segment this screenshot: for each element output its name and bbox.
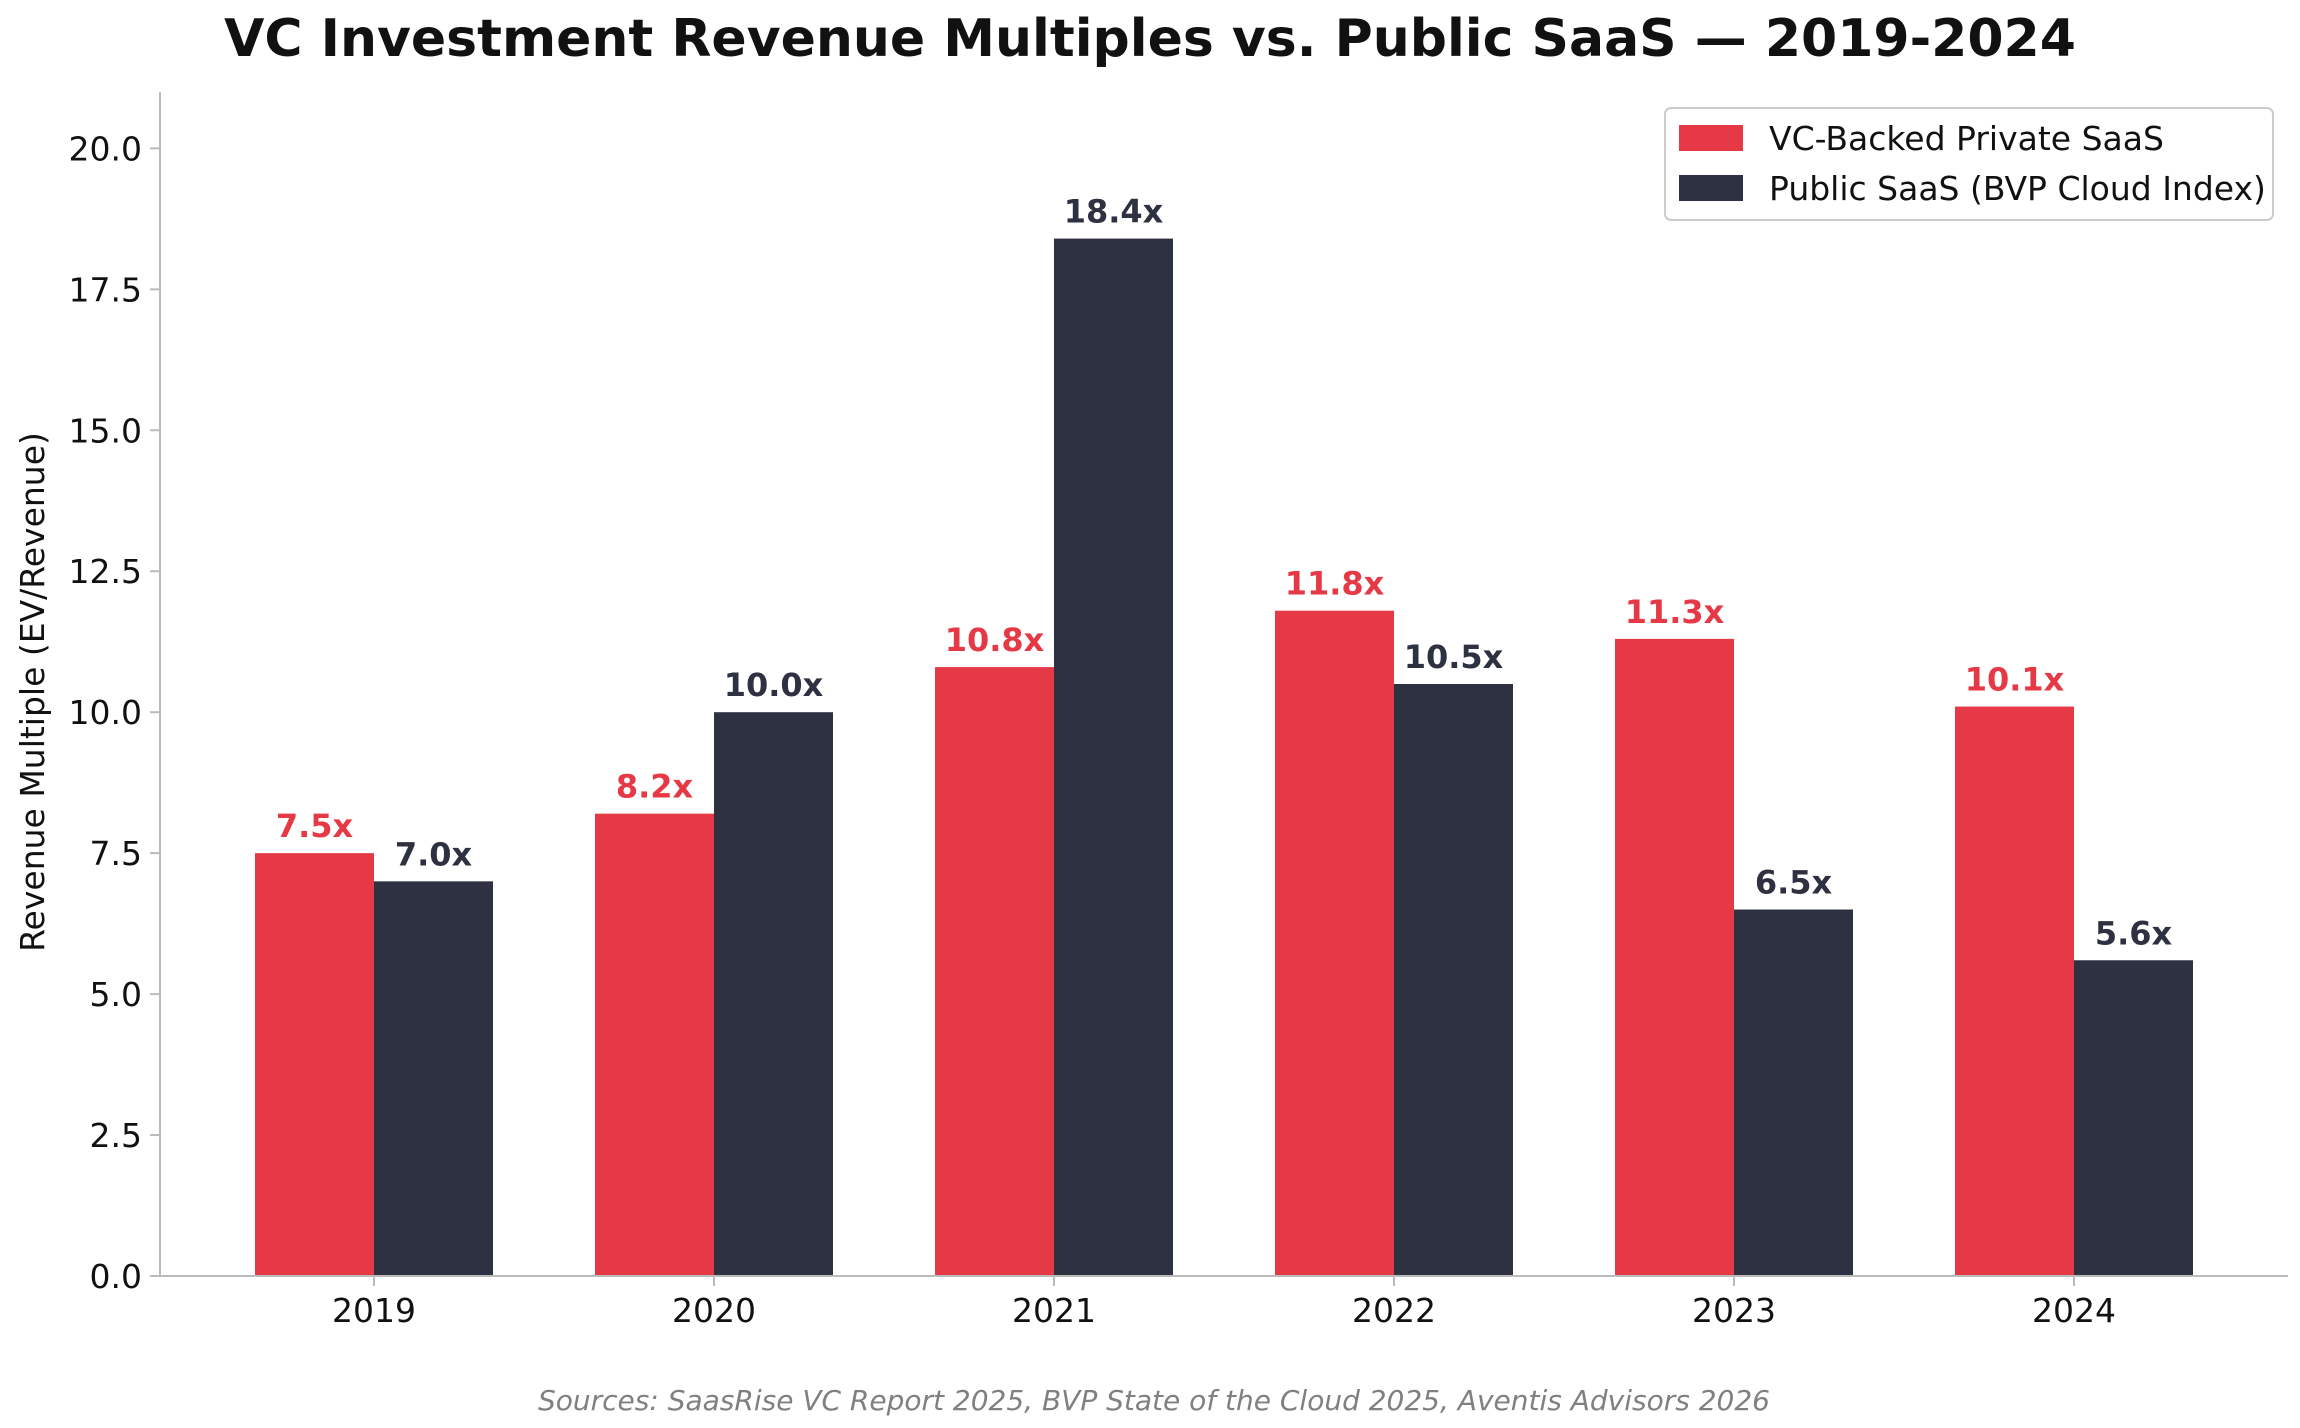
- private-saas-bar-2022: [1275, 610, 1394, 1276]
- private-saas-bar-2024: [1955, 706, 2074, 1276]
- public-saas-value-label-2021: 18.4x: [1064, 193, 1164, 231]
- x-tick-label: 2020: [672, 1291, 756, 1330]
- x-axis: 2019 2020 2021 2022 2023 2024: [332, 1276, 2116, 1330]
- data-labels: 7.5x 7.0x 8.2x 10.0x 10.8x 18.4x 11.8x 10.5x 11.…: [276, 193, 2173, 953]
- public-saas-value-label-2024: 5.6x: [2095, 914, 2173, 952]
- public-saas-value-label-2020: 10.0x: [724, 666, 824, 704]
- public-saas-bar-2020: [714, 712, 833, 1276]
- private-saas-value-label-2024: 10.1x: [1965, 661, 2065, 699]
- legend-swatch-private-saas: [1679, 125, 1743, 151]
- public-saas-bar-2024: [2074, 960, 2193, 1276]
- private-saas-bar-2023: [1615, 638, 1734, 1276]
- public-saas-bar-2019: [374, 881, 493, 1276]
- y-tick-label: 5.0: [90, 975, 142, 1014]
- legend-label-public-saas: Public SaaS (BVP Cloud Index): [1769, 169, 2266, 208]
- private-saas-value-label-2022: 11.8x: [1285, 565, 1385, 603]
- public-saas-value-label-2019: 7.0x: [395, 835, 473, 873]
- private-saas-value-label-2023: 11.3x: [1625, 593, 1725, 631]
- private-saas-bar-2020: [595, 813, 714, 1276]
- y-axis-label: Revenue Multiple (EV/Revenue): [13, 432, 52, 952]
- x-tick-label: 2022: [1352, 1291, 1436, 1330]
- private-saas-value-label-2019: 7.5x: [276, 807, 354, 845]
- y-tick-label: 2.5: [90, 1116, 142, 1155]
- legend: VC-Backed Private SaaS Public SaaS (BVP C…: [1664, 107, 2274, 221]
- y-tick-label: 15.0: [69, 411, 142, 450]
- x-tick-label: 2019: [332, 1291, 416, 1330]
- y-tick-label: 10.0: [69, 693, 142, 732]
- private-saas-bar-2019: [255, 853, 374, 1276]
- y-tick-label: 7.5: [90, 834, 142, 873]
- y-tick-label: 20.0: [69, 129, 142, 168]
- private-saas-bar-2021: [935, 667, 1054, 1276]
- private-saas-value-label-2021: 10.8x: [945, 621, 1045, 659]
- source-note: Sources: SaasRise VC Report 2025, BVP St…: [538, 1384, 1770, 1417]
- legend-box: [1664, 107, 2274, 221]
- legend-label-private-saas: VC-Backed Private SaaS: [1769, 119, 2164, 158]
- public-saas-bar-2021: [1054, 238, 1173, 1277]
- y-tick-label: 0.0: [90, 1257, 142, 1296]
- public-saas-value-label-2022: 10.5x: [1404, 638, 1504, 676]
- y-axis: 0.0 2.5 5.0 7.5 10.0 12.5 15.0 17.5 20.0: [69, 129, 160, 1296]
- y-tick-label: 17.5: [69, 270, 142, 309]
- x-tick-label: 2024: [2032, 1291, 2116, 1330]
- legend-swatch-public-saas: [1679, 175, 1743, 201]
- y-tick-label: 12.5: [69, 552, 142, 591]
- bars: [255, 238, 2193, 1277]
- public-saas-value-label-2023: 6.5x: [1755, 864, 1833, 902]
- chart-title: VC Investment Revenue Multiples vs. Publ…: [224, 9, 2076, 69]
- x-tick-label: 2023: [1692, 1291, 1776, 1330]
- public-saas-bar-2022: [1394, 684, 1513, 1276]
- x-tick-label: 2021: [1012, 1291, 1096, 1330]
- private-saas-value-label-2020: 8.2x: [616, 768, 694, 806]
- public-saas-bar-2023: [1734, 909, 1853, 1276]
